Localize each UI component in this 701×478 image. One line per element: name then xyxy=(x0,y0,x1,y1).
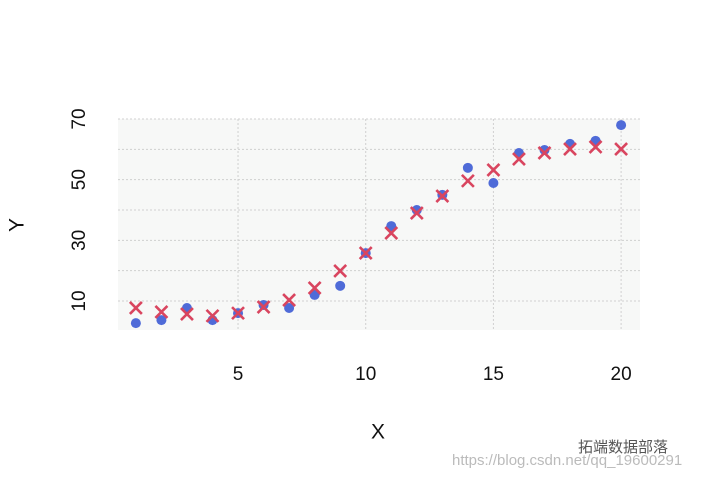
point xyxy=(128,301,143,315)
point xyxy=(537,146,552,160)
point xyxy=(460,173,475,188)
point xyxy=(486,163,501,177)
point xyxy=(180,307,194,321)
point xyxy=(614,142,629,156)
point xyxy=(154,305,169,319)
y-tick-label: 30 xyxy=(69,230,90,251)
plot-background xyxy=(118,119,640,330)
y-tick-label: 70 xyxy=(69,108,90,129)
point xyxy=(488,178,499,189)
point xyxy=(462,162,473,173)
point xyxy=(156,315,167,326)
y-tick-label: 50 xyxy=(69,169,90,190)
point xyxy=(512,152,526,166)
point xyxy=(333,264,348,278)
point xyxy=(309,289,320,300)
point xyxy=(616,120,627,131)
y-axis-title: Y xyxy=(6,218,29,232)
point xyxy=(205,308,220,323)
x-tick-label: 20 xyxy=(611,364,632,385)
x-axis-title: X xyxy=(371,421,385,444)
point xyxy=(130,318,141,329)
x-tick-label: 15 xyxy=(483,364,504,385)
point xyxy=(307,281,322,295)
y-tick-label: 10 xyxy=(69,290,90,311)
point xyxy=(335,280,346,291)
point xyxy=(588,139,603,154)
x-tick-label: 5 xyxy=(233,364,244,385)
point xyxy=(384,226,399,240)
point xyxy=(409,206,424,220)
point xyxy=(284,302,295,313)
watermark-url: https://blog.csdn.net/qq_19600291 xyxy=(452,452,682,469)
watermark-name: 拓端数据部落 xyxy=(578,439,668,456)
point xyxy=(539,144,550,155)
point xyxy=(358,246,373,260)
x-tick-label: 10 xyxy=(355,364,376,385)
point xyxy=(435,189,450,203)
point xyxy=(386,221,397,232)
point xyxy=(256,300,271,314)
point xyxy=(258,299,269,310)
point xyxy=(282,293,297,308)
point xyxy=(411,205,422,216)
point xyxy=(231,306,245,321)
point xyxy=(563,142,577,156)
